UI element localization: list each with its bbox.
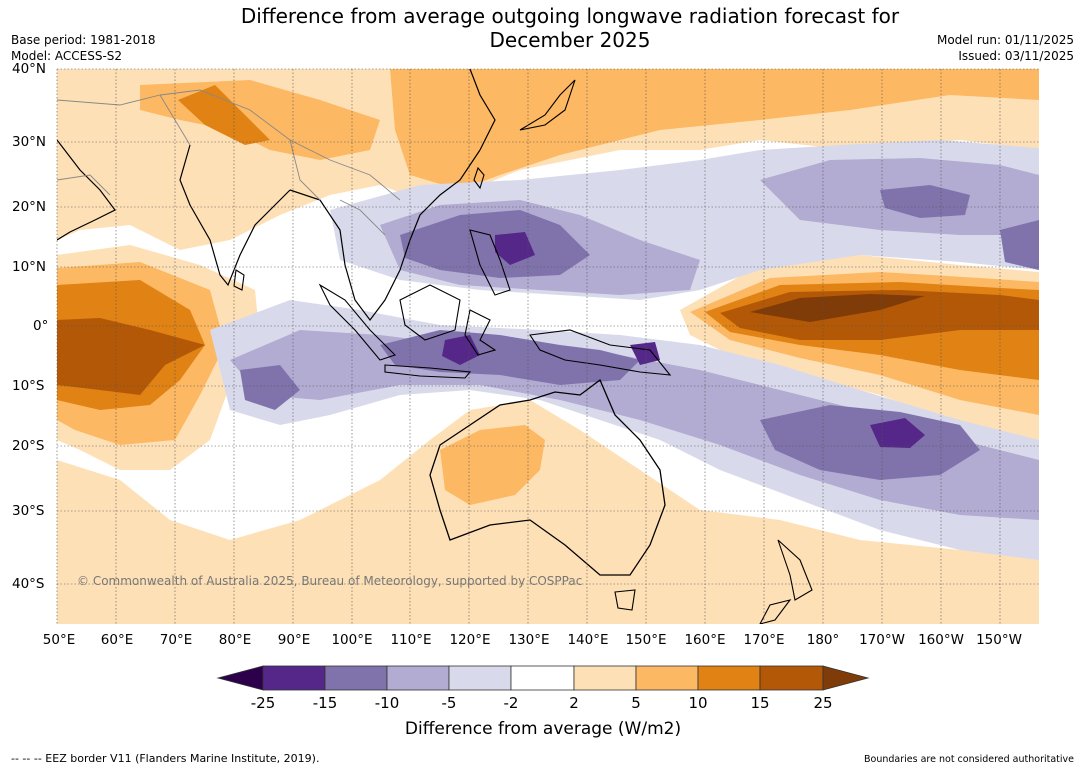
chart-title: Difference from average outgoing longwav… (150, 4, 990, 52)
lon-label: 150°E (625, 632, 667, 648)
colorbar-tick-label: 15 (750, 694, 770, 712)
colorbar-tick-label: -2 (503, 694, 519, 712)
colorbar-swatch (262, 665, 326, 691)
model-name: Model: ACCESS-S2 (11, 49, 123, 63)
copyright-notice: © Commonwealth of Australia 2025, Bureau… (77, 574, 583, 588)
colorbar-min-arrow (216, 665, 264, 691)
anomaly-region-philippines-core (495, 232, 535, 265)
lat-label: 10°N (12, 259, 47, 275)
meta-right: Model run: 01/11/2025 Issued: 03/11/2025 (937, 32, 1074, 64)
colorbar-tick-label: -10 (374, 694, 400, 712)
eez-legend: -- -- -- EEZ border V11 (Flanders Marine… (11, 752, 320, 765)
lat-label: 10°S (12, 378, 45, 394)
anomaly-region-coral-core (870, 418, 925, 448)
coastline-australia (429, 378, 666, 576)
lon-label: 130°E (508, 632, 550, 648)
lon-label: 180° (806, 632, 840, 648)
title-line-2: December 2025 (489, 28, 651, 52)
coastline-india (179, 144, 291, 287)
base-period: Base period: 1981-2018 (11, 33, 156, 47)
anomaly-region-pacific-darkest (750, 294, 925, 322)
lon-label: 170°E (743, 632, 785, 648)
lat-label: 40°S (12, 576, 45, 592)
colorbar-tick-label: 25 (813, 694, 833, 712)
coastline-philippines (469, 229, 511, 296)
colorbar-swatch (448, 665, 512, 691)
lon-label: 140°E (567, 632, 609, 648)
anomaly-region-coral-sea (760, 405, 980, 480)
colorbar-tick-label: 2 (569, 694, 579, 712)
disclaimer: Boundaries are not considered authoritat… (864, 754, 1074, 765)
anomaly-region-north-pacific-mid (880, 185, 970, 218)
lat-label: 20°S (12, 438, 45, 454)
colorbar-tick-label: -25 (250, 694, 276, 712)
lon-label: 100°E (331, 632, 373, 648)
coastline-new-zealand (759, 539, 813, 624)
colorbar-tick-label: -5 (441, 694, 457, 712)
lon-label: 160°E (684, 632, 726, 648)
anomaly-region-io-south (240, 365, 300, 410)
anomaly-region-tibet-strong (178, 85, 270, 145)
lon-label: 80°E (218, 632, 252, 648)
coastline-southeast-asia (289, 149, 481, 321)
colorbar-tick-label: 10 (688, 694, 708, 712)
coastline-borneo (399, 284, 461, 341)
coastline-sumatra (318, 283, 397, 361)
lon-label: 90°E (277, 632, 311, 648)
lat-label: 20°N (12, 199, 47, 215)
lat-label: 0° (33, 318, 49, 334)
anomaly-region-dateline-north (1000, 220, 1039, 270)
lon-label: 120°E (449, 632, 491, 648)
colorbar-swatch (759, 665, 824, 691)
lon-label: 70°E (159, 632, 193, 648)
colorbar-swatch (324, 665, 388, 691)
map-field (57, 69, 1039, 624)
coastline-china (469, 69, 496, 151)
model-run: Model run: 01/11/2025 (936, 33, 1074, 47)
lat-label: 40°N (12, 61, 47, 77)
colorbar-title: Difference from average (W/m2) (404, 719, 682, 739)
title-line-1: Difference from average outgoing longwav… (240, 4, 900, 28)
coastline-taiwan (473, 166, 485, 190)
colorbar-max-arrow (822, 665, 870, 691)
colorbar (216, 665, 870, 691)
coastline-arabia (57, 139, 116, 241)
lon-label: 160°W (918, 632, 964, 648)
colorbar-swatch (697, 665, 761, 691)
lon-label: 110°E (390, 632, 432, 648)
lon-label: 50°E (42, 632, 76, 648)
anomaly-region-south (57, 400, 1039, 624)
meta-left: Base period: 1981-2018 Model: ACCESS-S2 (11, 32, 156, 64)
anomaly-region-west-io-core (57, 318, 205, 395)
anomaly-region-australia (440, 425, 545, 505)
issued-date: Issued: 03/11/2025 (958, 49, 1074, 63)
coastline-sulawesi (464, 309, 497, 356)
colorbar-swatch (573, 665, 637, 691)
coastline-tasmania (614, 589, 636, 611)
graticule (56, 68, 1039, 624)
coastline-new-guinea (529, 329, 672, 376)
country-borders (57, 89, 401, 236)
lat-label: 30°N (12, 134, 47, 150)
colorbar-swatch (510, 665, 575, 691)
lat-label: 30°S (12, 503, 45, 519)
anomaly-region-east-asia (390, 69, 1039, 190)
coastline-sri-lanka (233, 269, 245, 291)
colorbar-tick-label: 5 (631, 694, 641, 712)
coastline-java (384, 364, 472, 379)
anomaly-region-newguinea-core (630, 342, 660, 365)
colorbar-tick-label: -15 (312, 694, 338, 712)
lon-label: 150°W (976, 632, 1022, 648)
colorbar-swatch (386, 665, 450, 691)
lon-label: 60°E (100, 632, 134, 648)
colorbar-swatch (635, 665, 699, 691)
coastline-japan (519, 79, 576, 131)
lon-label: 170°W (859, 632, 905, 648)
